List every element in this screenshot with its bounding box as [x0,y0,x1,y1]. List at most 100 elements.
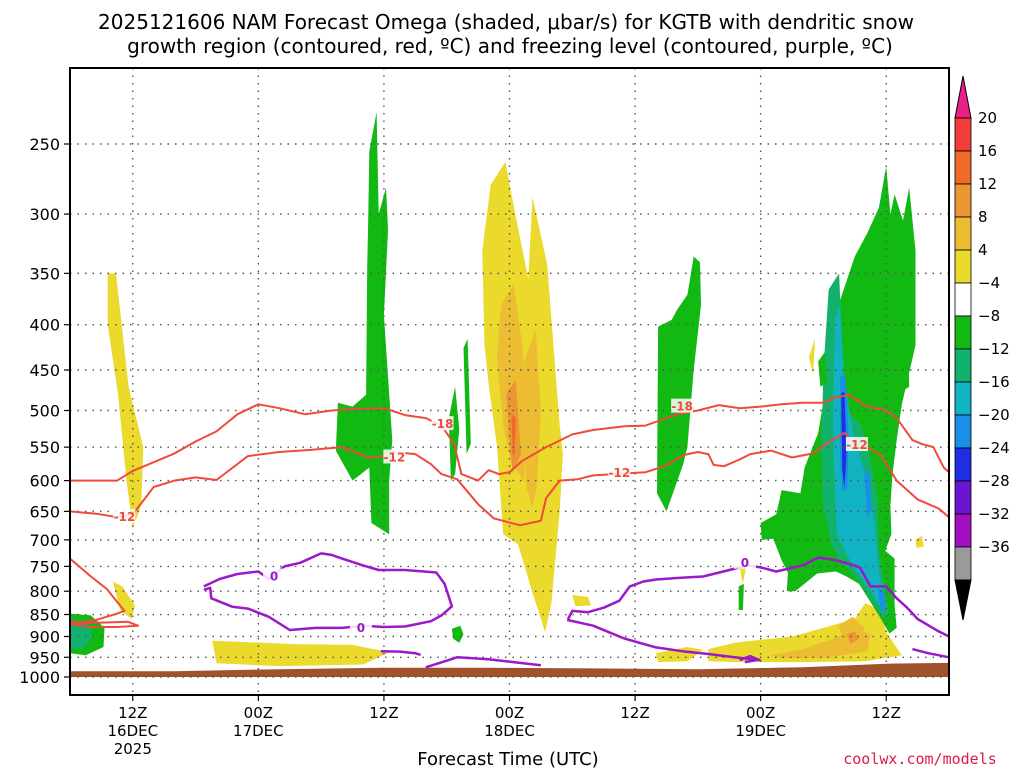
colorbar-label-8: −16 [978,373,1010,391]
y-tick-label-550: 550 [29,438,60,457]
colorbar-label-10: −24 [978,439,1010,457]
omega-region-12 [496,284,529,481]
omega-region-11 [915,536,924,548]
y-tick-label-350: 350 [29,264,60,283]
colorbar-top-arrow [954,75,972,119]
y-tick-label-950: 950 [29,648,60,667]
terrain-layer [70,662,949,677]
y-tick-label-750: 750 [29,557,60,576]
omega-region-9 [739,567,746,584]
freezing-label-1: 0 [357,621,365,635]
dgz-label-2-bg [113,509,136,524]
y-tick-label-1000: 1000 [19,668,60,687]
colorbar-swatch-10 [954,447,972,482]
freezing-contour-0 [203,552,454,632]
omega-region-34 [901,343,910,391]
colorbar: 20 16 12 8 4 −4 −8 −12 −16 −20 −24 −28 −32 −36 [954,75,1010,621]
x-tick-label-42: 00Z [495,704,524,722]
colorbar-label-0: 20 [978,109,997,127]
colorbar-swatch-9 [954,414,972,449]
colorbar-swatch-7 [954,348,972,383]
dgz-label-2: -12 [114,510,136,524]
x-axis-title: Forecast Time (UTC) [417,749,598,768]
dgz-label-3-bg [671,398,694,413]
omega-region-6 [656,647,704,663]
dgz-label-1-bg [383,449,406,464]
colorbar-swatch-6 [954,315,972,350]
colorbar-label-5: −4 [978,274,1000,292]
x-tick-date-66: 19DEC [735,722,786,740]
colorbar-label-4: 4 [978,241,988,259]
freezing-label-0: 0 [270,570,278,584]
dgz-label-5: -12 [846,438,868,452]
dgz-label-4-bg [608,464,631,479]
dgz-contour-0 [70,393,950,482]
colorbar-label-2: 12 [978,175,997,193]
omega-region-31 [877,588,886,612]
omega-region-28 [832,305,885,608]
colorbar-label-13: −36 [978,538,1010,556]
x-tick-label-66: 00Z [746,704,775,722]
y-tick-label-250: 250 [29,135,60,154]
omega-region-21 [448,386,460,481]
omega-region-25 [738,583,744,610]
freezing-label-2: 0 [741,556,749,570]
omega-region-1 [112,581,135,619]
dgz-label-3: -18 [671,400,693,414]
omega-region-17 [846,631,859,645]
freezing-label-2-bg [733,554,756,569]
omega-region-30 [864,470,872,518]
x-tick-label-54: 12Z [620,704,649,722]
colorbar-swatch-11 [954,480,972,515]
colorbar-label-1: 16 [978,142,997,160]
x-tick-label-6: 12Z [118,704,147,722]
omega-region-0 [107,273,144,529]
y-axis: 250 300 350 400 450 500 550 600 650 700 750 800 850 9… [19,135,70,687]
omega-region-32 [841,391,847,489]
y-tick-label-700: 700 [29,531,60,550]
y-tick-label-600: 600 [29,472,60,491]
freezing-contour-1 [380,649,421,656]
y-tick-label-400: 400 [29,316,60,335]
colorbar-swatch-4 [954,249,972,284]
colorbar-swatch-8 [954,381,972,416]
chart-title-line2: growth region (contoured, red, ºC) and f… [127,34,893,58]
omega-region-33 [818,352,828,387]
freezing-contour-4 [566,618,761,662]
dgz-contour-3 [69,620,139,628]
omega-region-24 [657,256,701,512]
dgz-contours [69,393,950,628]
freezing-label-1-bg [349,619,372,634]
x-tick-date-6: 16DEC [107,722,158,740]
y-tick-label-800: 800 [29,582,60,601]
colorbar-label-12: −32 [978,505,1010,523]
freezing-contour-5 [739,654,760,664]
x-tick-label-30: 12Z [369,704,398,722]
plot-area: -18 -12 -12 -18 -12 -12 0 0 0 [69,67,950,696]
omega-region-15 [511,414,516,456]
x-tick-label-78: 12Z [872,704,901,722]
x-tick-date-18: 17DEC [233,722,284,740]
y-tick-label-300: 300 [29,205,60,224]
contour-labels: -18 -12 -12 -18 -12 -12 0 0 0 [113,398,868,635]
colorbar-label-7: −12 [978,340,1010,358]
colorbar-swatch-13 [954,546,972,581]
colorbar-swatch-5 [954,282,972,317]
y-tick-label-900: 900 [29,627,60,646]
freezing-label-0-bg [263,568,286,583]
freezing-contour-2 [425,656,542,669]
x-tick-date-42: 18DEC [484,722,535,740]
dgz-contour-1 [69,431,950,527]
chart-title-line1: 2025121606 NAM Forecast Omega (shaded, μ… [98,10,914,34]
omega-region-2 [212,640,390,667]
dgz-label-0: -18 [432,417,454,431]
omega-region-22 [463,338,471,455]
dgz-label-1: -12 [384,450,406,464]
colorbar-swatch-3 [954,216,972,251]
colorbar-bottom-arrow [954,579,972,621]
colorbar-label-6: −8 [978,307,1000,325]
colorbar-swatch-1 [954,150,972,185]
terrain-ground [70,662,949,677]
y-tick-label-650: 650 [29,502,60,521]
